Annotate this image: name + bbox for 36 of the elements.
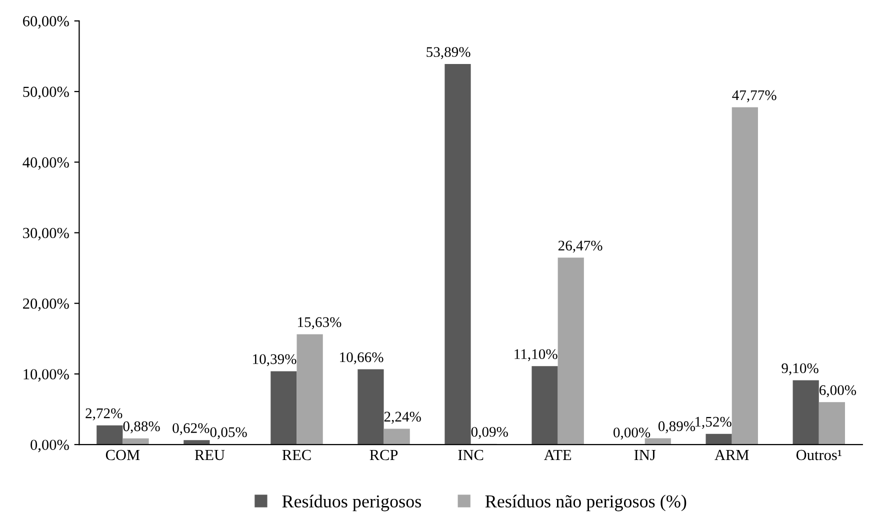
data-label: 0,05% (210, 427, 247, 440)
data-label: 2,24% (384, 412, 421, 424)
x-tick-label: ATE (544, 450, 572, 460)
data-label: 0,62% (172, 423, 210, 436)
x-tick-label: COM (106, 450, 140, 460)
x-tick-label: REC (282, 450, 311, 460)
data-label: 47,77% (732, 90, 776, 102)
y-tick-label: 60,00% (23, 16, 69, 29)
data-label: 15,63% (298, 317, 342, 330)
data-label: 53,89% (426, 47, 470, 60)
data-label: 0,00% (614, 428, 650, 440)
data-label: 9,10% (782, 363, 818, 376)
data-label: 10,39% (253, 354, 296, 366)
data-label: 0,89% (658, 421, 696, 434)
y-tick-label: 0,00% (30, 440, 69, 452)
data-label: 6,00% (820, 385, 856, 398)
data-label: 0,88% (123, 421, 160, 434)
data-label: 26,47% (558, 240, 602, 253)
y-tick-label: 40,00% (22, 157, 69, 170)
x-tick-label: RCP (370, 450, 398, 460)
y-tick-label: 50,00% (23, 86, 69, 100)
y-tick-label: 20,00% (23, 298, 69, 311)
legend-label: Resíduos perigosos (282, 494, 422, 512)
x-tick-label: Outros¹ (796, 450, 842, 460)
data-label: 0,09% (471, 426, 508, 439)
y-tick-label: 30,00% (23, 228, 69, 240)
data-label: 10,66% (340, 352, 384, 364)
x-tick-label: REU (194, 450, 225, 460)
x-tick-label: ARM (714, 450, 749, 460)
data-label: 1,52% (695, 416, 732, 429)
y-tick-label: 10,00% (24, 369, 69, 382)
x-tick-label: INC (458, 450, 484, 460)
data-label: 2,72% (86, 408, 122, 420)
x-tick-label: INJ (634, 450, 656, 460)
data-label: 11,10% (514, 349, 558, 362)
legend-label: Resíduos não perigosos (%) (485, 494, 686, 512)
